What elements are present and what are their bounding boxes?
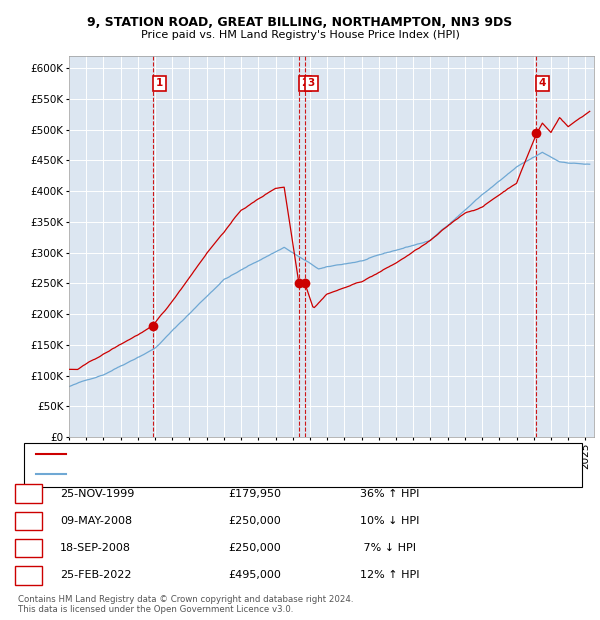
Text: 25-NOV-1999: 25-NOV-1999 — [60, 489, 134, 498]
Text: £250,000: £250,000 — [228, 516, 281, 526]
Text: 10% ↓ HPI: 10% ↓ HPI — [360, 516, 419, 526]
Text: 25-FEB-2022: 25-FEB-2022 — [60, 570, 131, 580]
Text: Contains HM Land Registry data © Crown copyright and database right 2024.: Contains HM Land Registry data © Crown c… — [18, 595, 353, 604]
Text: 2: 2 — [25, 516, 32, 526]
Text: 3: 3 — [308, 79, 315, 89]
Text: 3: 3 — [25, 543, 32, 553]
Text: £495,000: £495,000 — [228, 570, 281, 580]
Text: 4: 4 — [25, 570, 33, 580]
Text: 18-SEP-2008: 18-SEP-2008 — [60, 543, 131, 553]
Text: 1: 1 — [156, 79, 163, 89]
Text: 4: 4 — [539, 79, 546, 89]
Text: 09-MAY-2008: 09-MAY-2008 — [60, 516, 132, 526]
Text: 12% ↑ HPI: 12% ↑ HPI — [360, 570, 419, 580]
Text: £250,000: £250,000 — [228, 543, 281, 553]
Text: 2: 2 — [302, 79, 309, 89]
Text: HPI: Average price, detached house, West Northamptonshire: HPI: Average price, detached house, West… — [72, 469, 369, 479]
Text: 36% ↑ HPI: 36% ↑ HPI — [360, 489, 419, 498]
Text: £179,950: £179,950 — [228, 489, 281, 498]
Text: This data is licensed under the Open Government Licence v3.0.: This data is licensed under the Open Gov… — [18, 604, 293, 614]
Text: 7% ↓ HPI: 7% ↓ HPI — [360, 543, 416, 553]
Text: 1: 1 — [25, 489, 32, 498]
Text: Price paid vs. HM Land Registry's House Price Index (HPI): Price paid vs. HM Land Registry's House … — [140, 30, 460, 40]
Text: 9, STATION ROAD, GREAT BILLING, NORTHAMPTON, NN3 9DS (detached house): 9, STATION ROAD, GREAT BILLING, NORTHAMP… — [72, 450, 459, 459]
Text: 9, STATION ROAD, GREAT BILLING, NORTHAMPTON, NN3 9DS: 9, STATION ROAD, GREAT BILLING, NORTHAMP… — [88, 16, 512, 29]
